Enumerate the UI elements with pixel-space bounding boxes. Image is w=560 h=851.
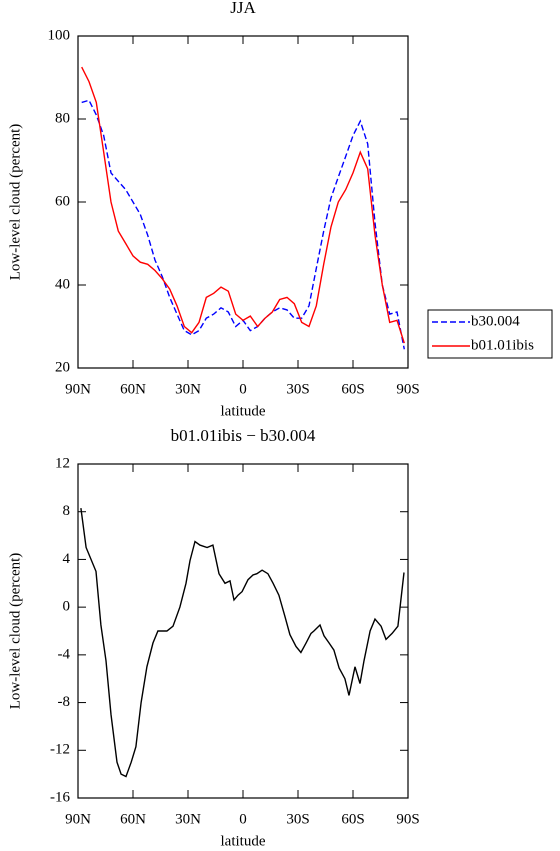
x-tick-label: 90N [65, 811, 91, 827]
x-tick-label: 0 [239, 811, 247, 827]
x-axis-label: latitude [221, 833, 266, 849]
y-tick-label: -4 [58, 646, 71, 662]
x-tick-label: 90S [396, 381, 419, 397]
x-tick-label: 60N [120, 381, 146, 397]
legend-box [427, 309, 553, 359]
x-tick-label: 60S [341, 811, 364, 827]
y-axis-label: Low-level cloud (percent) [7, 124, 23, 281]
x-tick-label: 30S [286, 381, 309, 397]
y-tick-label: 4 [63, 551, 71, 567]
plot-frame [77, 463, 409, 799]
x-tick-label: 60S [341, 381, 364, 397]
x-tick-label: 0 [239, 381, 247, 397]
y-tick-label: 60 [55, 193, 70, 209]
y-tick-label: 40 [55, 276, 70, 292]
y-tick-label: 0 [63, 599, 71, 615]
y-tick-label: 100 [48, 27, 71, 43]
x-tick-label: 90N [65, 381, 91, 397]
x-tick-label: 60N [120, 811, 146, 827]
legend-label: b01.01ibis [471, 337, 534, 353]
y-tick-label: -8 [58, 694, 71, 710]
legend-label: b30.004 [471, 313, 520, 329]
x-tick-label: 90S [396, 811, 419, 827]
data-line [81, 99, 405, 350]
x-axis-label: latitude [221, 403, 266, 419]
y-tick-label: 8 [63, 503, 71, 519]
data-line [81, 66, 405, 344]
y-tick-label: 20 [55, 359, 70, 375]
y-tick-label: -16 [50, 789, 70, 805]
y-tick-label: 12 [55, 455, 70, 471]
chart-title: b01.01ibis − b30.004 [171, 426, 316, 445]
y-tick-label: 80 [55, 110, 70, 126]
chart-title: JJA [230, 0, 256, 17]
data-line [80, 508, 405, 778]
x-tick-label: 30S [286, 811, 309, 827]
plot-frame [77, 35, 409, 369]
y-axis-label: Low-level cloud (percent) [7, 553, 23, 710]
y-tick-label: -12 [50, 742, 70, 758]
x-tick-label: 30N [175, 381, 201, 397]
x-tick-label: 30N [175, 811, 201, 827]
